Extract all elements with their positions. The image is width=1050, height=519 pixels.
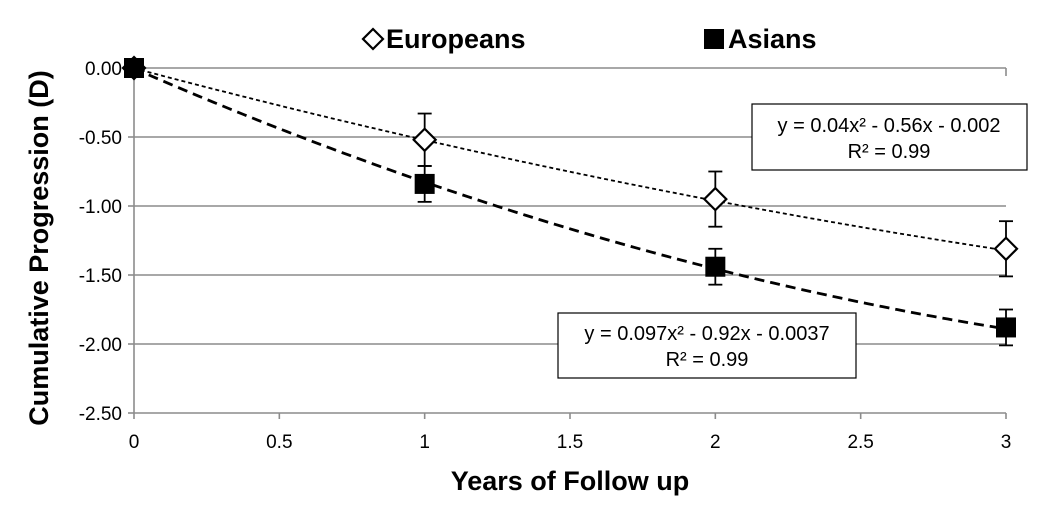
x-axis-title: Years of Follow up: [451, 466, 690, 496]
equation-box-asians: y = 0.097x² - 0.92x - 0.0037 R² = 0.99: [557, 312, 857, 379]
y-tick-label: -1.00: [79, 197, 122, 218]
x-tick-label: 0.5: [266, 432, 292, 453]
x-tick-label: 0: [129, 432, 140, 453]
legend-item-asians: Asians: [704, 24, 817, 54]
equation-asians: y = 0.097x² - 0.92x - 0.0037: [584, 323, 829, 345]
x-tick-label: 3: [1001, 432, 1012, 453]
r-squared-europeans: R² = 0.99: [848, 141, 931, 163]
legend-label-asians: Asians: [728, 24, 817, 54]
y-tick-label: -1.50: [79, 266, 122, 287]
open-diamond-icon: [361, 27, 385, 51]
equation-europeans: y = 0.04x² - 0.56x - 0.002: [778, 115, 1001, 137]
y-tick-label: -0.50: [79, 128, 122, 149]
y-tick-label: -2.50: [79, 404, 122, 425]
y-axis-title: Cumulative Progression (D): [24, 70, 54, 426]
filled-square-icon: [704, 29, 724, 49]
tick-labels: 0.00 -0.50 -1.00 -1.50 -2.00 -2.50 0 0.5 1 1.5 2 2.…: [79, 59, 1012, 453]
legend-item-europeans: Europeans: [361, 24, 526, 54]
data-markers: [121, 55, 1019, 338]
x-tick-label: 2.5: [847, 432, 873, 453]
point-asians: [414, 173, 435, 194]
trendlines: [133, 67, 1007, 331]
point-asians: [705, 256, 726, 277]
point-europeans: [412, 127, 438, 153]
y-tick-label: -2.00: [79, 335, 122, 356]
x-tick-label: 1.5: [557, 432, 583, 453]
legend-label-europeans: Europeans: [386, 24, 526, 54]
trendline-europeans: [133, 67, 1007, 252]
point-asians: [124, 58, 144, 78]
point-europeans: [702, 186, 728, 212]
point-europeans: [993, 236, 1019, 262]
x-tick-label: 1: [419, 432, 430, 453]
point-asians: [996, 317, 1016, 338]
trendline-asians: [133, 67, 1007, 331]
y-tick-label: 0.00: [85, 59, 122, 80]
r-squared-asians: R² = 0.99: [666, 349, 749, 371]
legend: Europeans Asians: [361, 24, 817, 54]
x-tick-label: 2: [710, 432, 721, 453]
axes: [128, 67, 1007, 419]
equation-box-europeans: y = 0.04x² - 0.56x - 0.002 R² = 0.99: [751, 103, 1028, 171]
